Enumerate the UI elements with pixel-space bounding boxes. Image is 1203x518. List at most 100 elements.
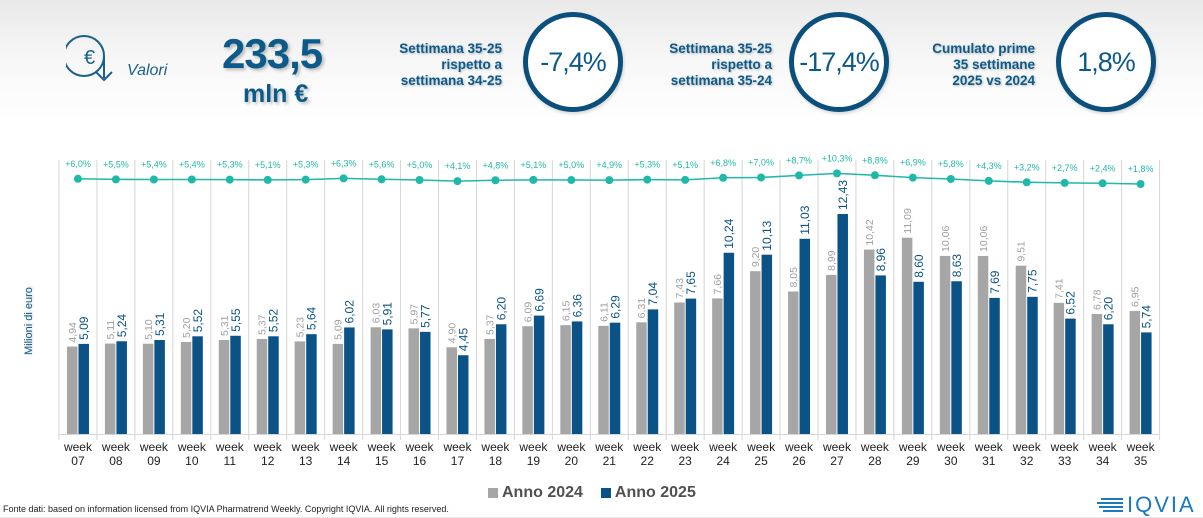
bar-label-2024: 5,97 [409, 304, 421, 325]
bar-2025 [875, 275, 886, 434]
iqvia-logo-text: IQVIA [1127, 492, 1196, 517]
iqvia-lines-icon [1097, 498, 1123, 512]
x-tick-label: 12 [261, 454, 275, 468]
bar-2024 [180, 341, 192, 434]
bar-label-2024: 6,11 [598, 302, 610, 322]
bar-label-2025: 10,13 [760, 220, 774, 250]
x-tick-label: week [822, 440, 852, 454]
cumulative-label: +8,7% [786, 155, 812, 165]
x-tick-label: 35 [1134, 454, 1148, 468]
x-tick-label: week [1126, 440, 1156, 454]
kpi-label-line: Settimana 35-25 [669, 41, 772, 56]
x-tick-label: week [860, 440, 890, 454]
bar-label-2024: 6,09 [522, 302, 534, 323]
x-tick-label: 29 [906, 454, 920, 468]
bar-label-2025: 7,04 [646, 282, 660, 306]
x-tick-label: 23 [678, 454, 692, 468]
cumulative-point [870, 171, 879, 180]
x-tick-label: 27 [830, 454, 844, 468]
bar-2025 [647, 309, 659, 434]
bar-2024 [332, 343, 344, 434]
cumulative-label: +5,3% [217, 160, 243, 170]
bar-label-2024: 10,06 [978, 226, 990, 252]
bar-label-2025: 5,52 [191, 309, 205, 333]
x-tick-label: 28 [868, 454, 882, 468]
bar-2025 [344, 327, 355, 434]
x-tick-label: 21 [603, 454, 617, 468]
cumulative-label: +4,9% [596, 160, 622, 170]
cumulative-label: +8,8% [862, 155, 888, 165]
cumulative-point [567, 176, 576, 184]
legend-item-2025: Anno 2025 [600, 484, 696, 502]
bar-2025 [723, 252, 735, 434]
bar-2025 [799, 238, 811, 434]
valori-label: Valori [127, 62, 168, 79]
cumulative-point [225, 175, 234, 184]
x-tick-label: 08 [109, 454, 123, 468]
cumulative-label: +5,1% [255, 160, 281, 170]
x-tick-label: week [708, 440, 738, 454]
bar-label-2024: 6,15 [560, 301, 572, 322]
x-tick-label: week [632, 440, 662, 454]
bar-2024 [560, 325, 571, 434]
bar-label-2024: 10,06 [940, 226, 952, 252]
bar-2025 [420, 331, 431, 434]
x-tick-label: 10 [185, 454, 199, 468]
bar-2024 [1053, 302, 1065, 434]
x-tick-label: 15 [375, 454, 389, 468]
bar-2025 [951, 281, 962, 434]
x-tick-label: week [746, 440, 776, 454]
bar-2025 [1141, 332, 1152, 434]
cumulative-point [529, 175, 538, 184]
cumulative-point [111, 175, 120, 184]
x-tick-label: week [1088, 440, 1118, 454]
bar-2025 [192, 336, 203, 434]
bar-2024 [939, 255, 951, 434]
x-tick-label: week [367, 440, 397, 454]
cumulative-label: +5,1% [672, 160, 698, 170]
bar-2024 [104, 343, 116, 434]
cumulative-point [757, 173, 766, 182]
x-tick-label: 13 [299, 454, 313, 468]
x-tick-label: 22 [641, 454, 655, 468]
legend-label: Anno 2025 [614, 484, 696, 501]
grid-lines [58, 160, 1161, 440]
bar-label-2024: 4,94 [67, 322, 79, 343]
cumulative-point [984, 176, 993, 185]
bar-label-2025: 6,20 [494, 297, 508, 321]
bar-label-2024: 6,31 [636, 298, 648, 319]
bar-2025 [495, 324, 507, 434]
cumulative-line: +6,0% +5,5% +5,4% +5,4% +5,3% +5,1% +5,3% +6,3%… [65, 153, 1153, 188]
x-tick-label: 24 [716, 454, 730, 468]
kpi-label-line: Settimana 35-25 [399, 41, 502, 56]
kpi-circle-week-vs-prev: -7,4% [523, 12, 623, 112]
x-tick-label: week [784, 440, 814, 454]
x-tick-label: 07 [71, 454, 85, 468]
x-tick-label: week [670, 440, 700, 454]
x-tick-label: week [177, 440, 207, 454]
bar-label-2024: 11,09 [902, 208, 914, 234]
total-value: 233,5 [222, 30, 323, 77]
x-tick-label: 34 [1096, 454, 1110, 468]
cumulative-label: +5,3% [293, 160, 319, 170]
x-tick-label: week [518, 440, 548, 454]
x-tick-label: week [329, 440, 359, 454]
cumulative-label: +6,8% [710, 158, 736, 168]
bar-2024 [977, 255, 989, 434]
cumulative-point [795, 171, 804, 180]
kpi-label-line: rispetto a [441, 57, 502, 72]
x-tick-label: week [442, 440, 472, 454]
bar-2024 [66, 346, 78, 434]
cumulative-label: +2,4% [1090, 163, 1116, 173]
euro-down-icon: € [63, 26, 136, 96]
kpi-label-line: Cumulato prime [932, 41, 1035, 56]
x-tick-label: 20 [565, 454, 579, 468]
cumulative-point [946, 175, 955, 183]
cumulative-point [832, 169, 841, 178]
cumulative-label: +5,0% [407, 160, 433, 170]
kpi-label-line: 2025 vs 2024 [952, 73, 1035, 88]
bar-label-2024: 5,11 [105, 320, 117, 340]
legend-label: Anno 2024 [502, 484, 583, 501]
kpi-label-cumulative: Cumulato prime 35 settimane 2025 vs 2024 [915, 41, 1035, 89]
bar-label-2024: 5,37 [484, 314, 496, 335]
